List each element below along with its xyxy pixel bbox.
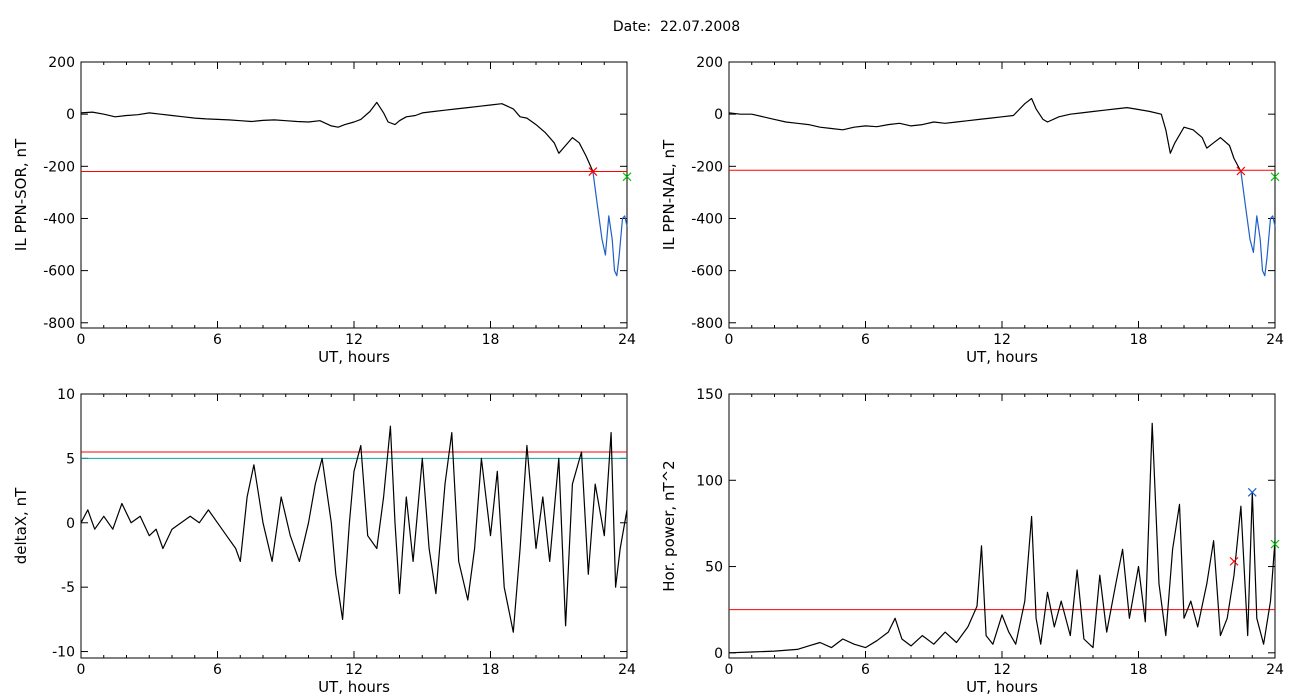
- x-tick-label: 0: [725, 332, 734, 348]
- y-tick-label: -800: [691, 316, 723, 332]
- plot-frame: [80, 393, 628, 659]
- y-tick-label: -5: [61, 580, 75, 596]
- x-tick-label: 12: [993, 662, 1011, 678]
- y-tick-label: -200: [43, 159, 75, 175]
- y-tick-label: 0: [714, 646, 723, 662]
- x-tick-label: 0: [77, 662, 86, 678]
- x-tick-label: 18: [482, 662, 500, 678]
- x-tick-label: 24: [1266, 662, 1284, 678]
- marker-stroke: [1229, 556, 1239, 566]
- date-label: Date:: [612, 19, 652, 35]
- x-tick-label: 12: [345, 662, 363, 678]
- series-line: [592, 171, 628, 277]
- marker-x: [588, 167, 598, 176]
- x-tick-label: 24: [618, 332, 636, 348]
- x-axis-label: UT, hours: [966, 678, 1038, 696]
- y-tick-label: -200: [691, 159, 723, 175]
- y-tick-label: 50: [705, 560, 723, 576]
- marker-stroke: [1270, 172, 1280, 182]
- x-tick-label: 6: [213, 332, 222, 348]
- x-tick-label: 6: [861, 662, 870, 678]
- y-axis-label: IL PPN-NAL, nT: [660, 139, 678, 250]
- plot-frame: [80, 61, 628, 329]
- series-line: [728, 422, 1276, 654]
- marker-stroke: [588, 167, 598, 176]
- y-tick-label: 100: [696, 473, 723, 489]
- marker-x: [1270, 539, 1280, 549]
- x-axis-label: UT, hours: [318, 348, 390, 366]
- y-tick-label: 5: [66, 451, 75, 467]
- x-tick-label: 18: [482, 332, 500, 348]
- y-axis-label: IL PPN-SOR, nT: [12, 138, 30, 251]
- x-tick-label: 18: [1130, 662, 1148, 678]
- x-tick-label: 0: [77, 332, 86, 348]
- y-tick-label: 0: [66, 107, 75, 123]
- x-tick-label: 18: [1130, 332, 1148, 348]
- y-tick-label: 200: [696, 55, 723, 71]
- x-tick-label: 6: [861, 332, 870, 348]
- panel-hor-power: 0 6 12 18 24 150 100 50 0 UT, hours Hor. power, nT…: [660, 387, 1284, 696]
- y-tick-label: -400: [43, 211, 75, 227]
- x-tick-label: 12: [993, 332, 1011, 348]
- marker-x: [1270, 172, 1280, 182]
- marker-x: [1229, 556, 1239, 566]
- figure-title: Date: 22.07.2008: [0, 19, 1300, 35]
- series-line: [1240, 171, 1276, 277]
- marker-x: [1247, 487, 1257, 497]
- plot-frame: [728, 61, 1276, 329]
- date-value: 22.07.2008: [659, 19, 741, 35]
- y-tick-label: -600: [691, 264, 723, 280]
- x-tick-label: 0: [725, 662, 734, 678]
- y-tick-label: -10: [52, 645, 75, 661]
- y-tick-label: 0: [714, 107, 723, 123]
- x-tick-label: 24: [1266, 332, 1284, 348]
- y-tick-label: 10: [57, 387, 75, 403]
- series-line: [80, 101, 594, 172]
- y-tick-label: -600: [43, 264, 75, 280]
- x-tick-label: 12: [345, 332, 363, 348]
- marker-stroke: [1247, 487, 1257, 497]
- marker-stroke: [1270, 539, 1280, 549]
- series-line: [80, 425, 628, 633]
- y-tick-label: 0: [66, 516, 75, 532]
- panel-deltax: 0 6 12 18 24 10 5 0 -5 -10 UT, hours deltaX, nT: [12, 387, 636, 696]
- y-axis-label: Hor. power, nT^2: [660, 460, 678, 591]
- marker-stroke: [1236, 166, 1246, 176]
- y-tick-label: 200: [48, 55, 75, 71]
- x-tick-label: 24: [618, 662, 636, 678]
- y-axis-label: deltaX, nT: [12, 487, 30, 564]
- panel-ppn-sor: 0 6 12 18 24 200 0 -200 -400 -600 -800 UT, hours IL …: [12, 55, 636, 366]
- y-tick-label: 150: [696, 387, 723, 403]
- x-axis-label: UT, hours: [966, 348, 1038, 366]
- x-tick-label: 6: [213, 662, 222, 678]
- panel-ppn-nal: 0 6 12 18 24 200 0 -200 -400 -600 -800 UT, hours IL …: [660, 55, 1284, 366]
- marker-x: [1236, 166, 1246, 176]
- y-tick-label: -400: [691, 211, 723, 227]
- y-tick-label: -800: [43, 316, 75, 332]
- marker-stroke: [622, 172, 632, 182]
- plot-frame: [728, 393, 1276, 659]
- x-axis-label: UT, hours: [318, 678, 390, 696]
- series-line: [728, 97, 1242, 172]
- marker-x: [622, 172, 632, 182]
